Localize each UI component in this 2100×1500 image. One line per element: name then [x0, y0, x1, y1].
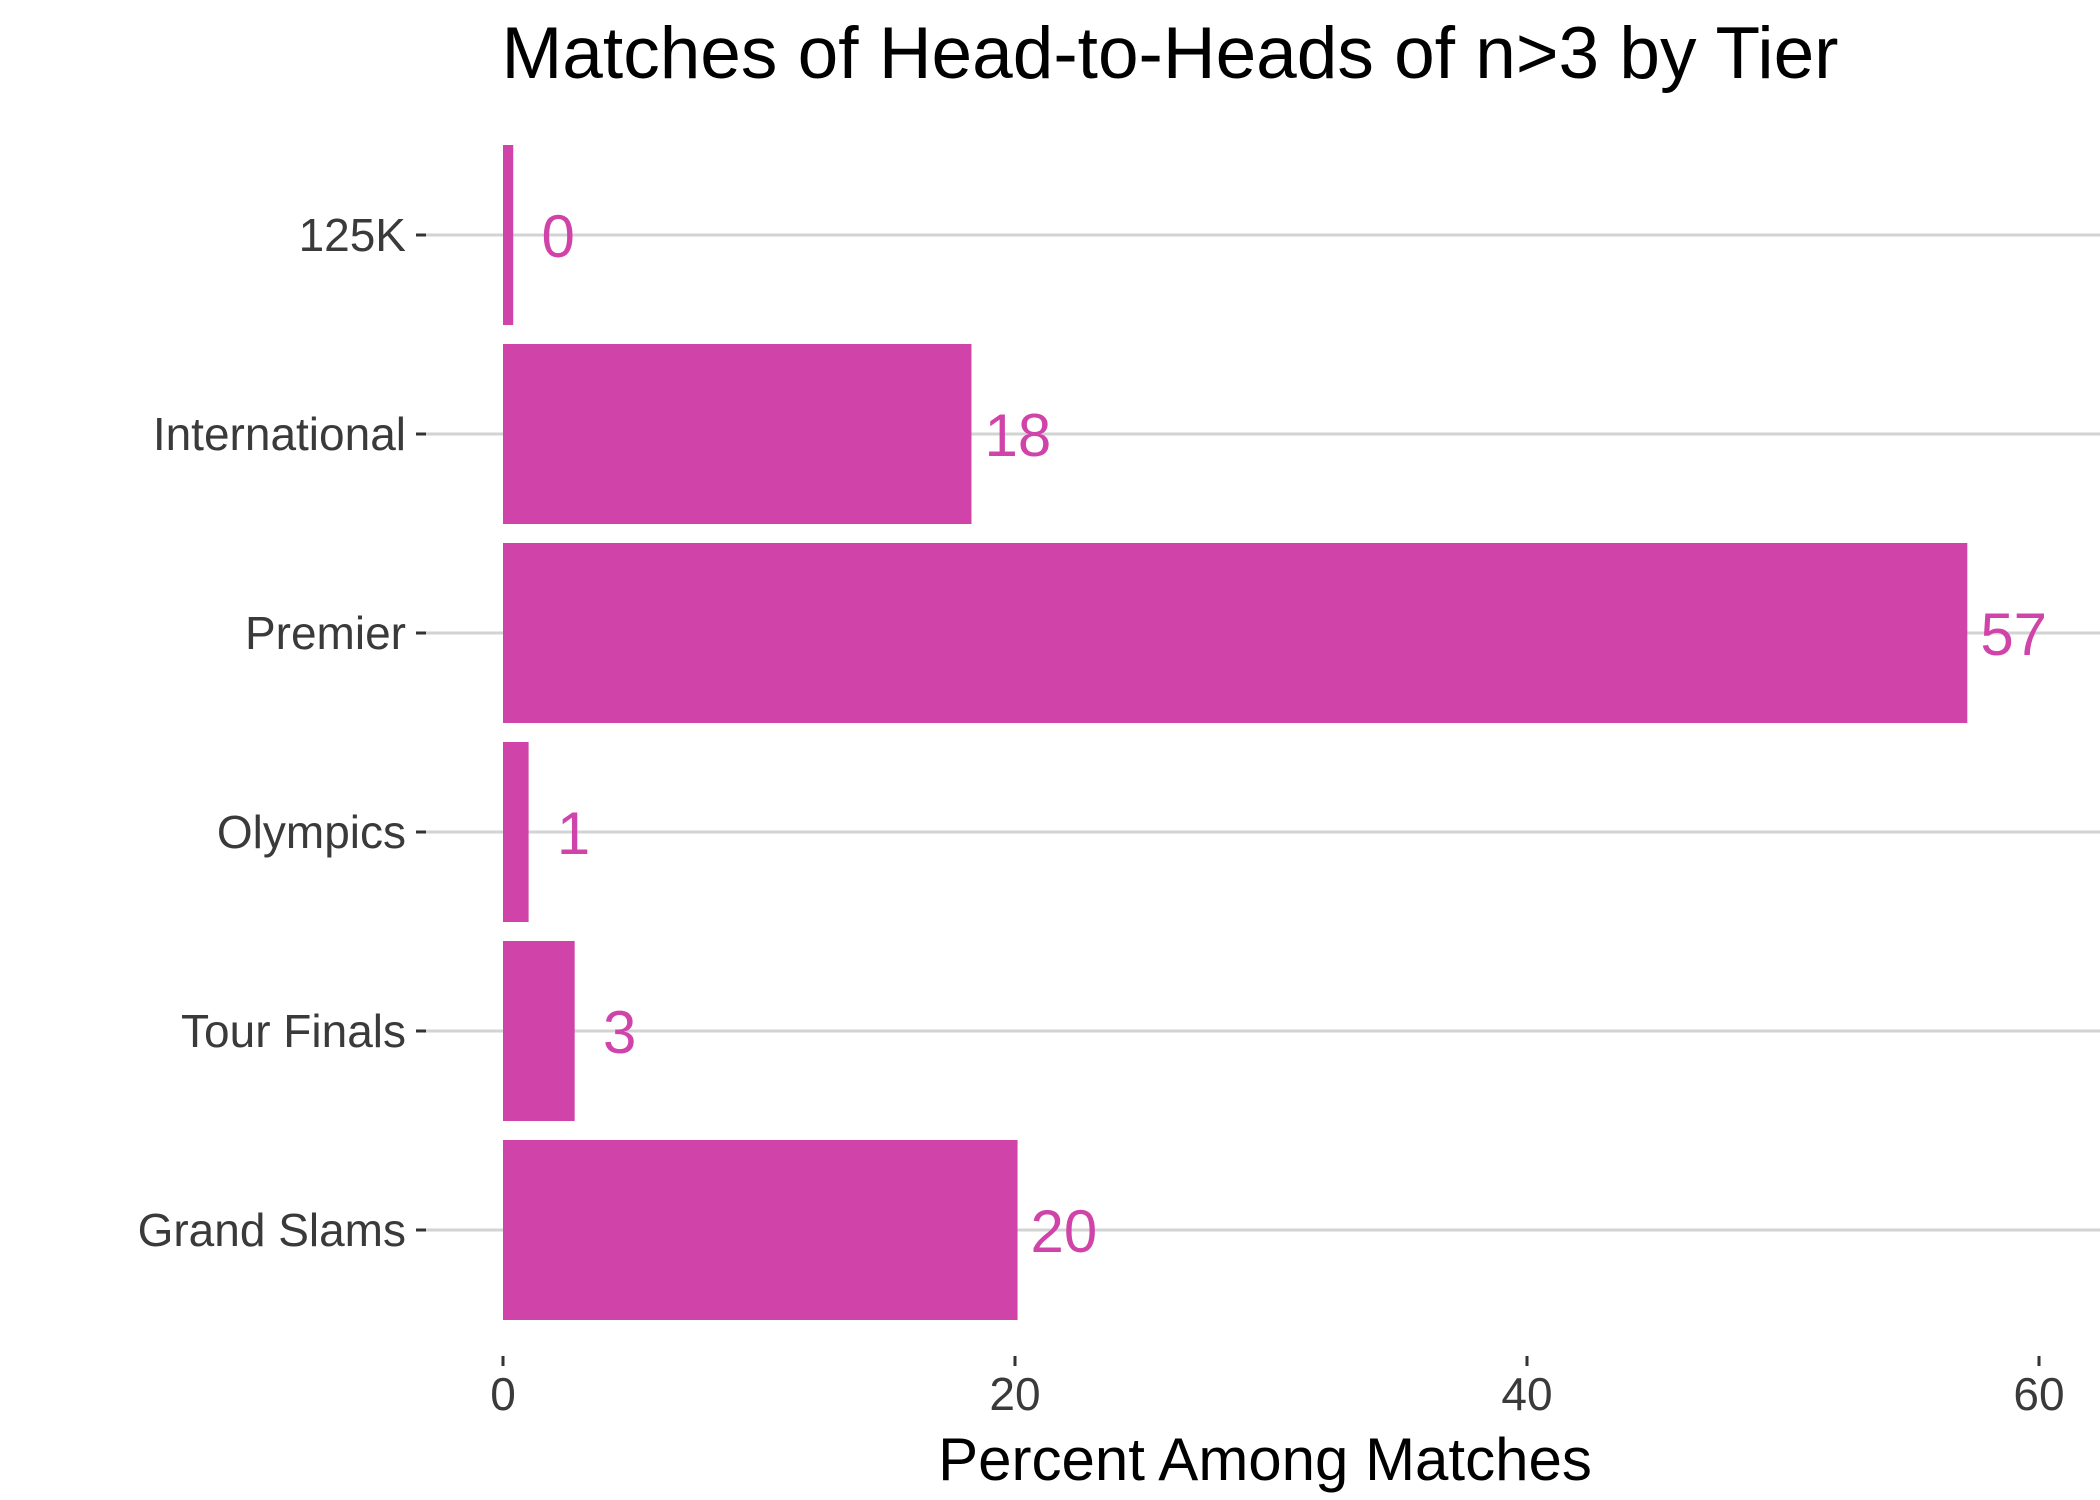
bar-international — [503, 344, 972, 524]
value-label-125k: 0 — [542, 203, 575, 270]
value-label-olympics: 1 — [557, 800, 590, 867]
chart-title: Matches of Head-to-Heads of n>3 by Tier — [502, 13, 1839, 94]
value-label-premier: 57 — [1980, 601, 2047, 668]
category-label-tour-finals: Tour Finals — [181, 1005, 406, 1057]
bar-tour-finals — [503, 941, 575, 1121]
bars — [503, 145, 1968, 1320]
x-axis-label: Percent Among Matches — [938, 1426, 1592, 1493]
x-tick-label-40: 40 — [1501, 1368, 1552, 1420]
value-label-tour-finals: 3 — [603, 999, 636, 1066]
bar-grand-slams — [503, 1140, 1018, 1320]
bar-125k — [503, 145, 514, 325]
x-tick-label-60: 60 — [2013, 1368, 2064, 1420]
category-label-grand-slams: Grand Slams — [138, 1204, 406, 1256]
category-label-international: International — [153, 408, 406, 460]
value-labels: 0 18 57 1 3 20 — [542, 203, 2048, 1265]
value-label-international: 18 — [984, 402, 1051, 469]
bar-premier — [503, 543, 1968, 723]
value-axis: 0 20 40 60 — [490, 1356, 2065, 1420]
x-tick-label-0: 0 — [490, 1368, 516, 1420]
category-label-olympics: Olympics — [217, 806, 406, 858]
category-axis: 125K International Premier Olympics Tour Fin… — [138, 209, 426, 1256]
bar-olympics — [503, 742, 529, 922]
category-label-125k: 125K — [299, 209, 407, 261]
value-label-grand-slams: 20 — [1031, 1198, 1098, 1265]
x-tick-label-20: 20 — [989, 1368, 1040, 1420]
category-label-premier: Premier — [245, 607, 406, 659]
